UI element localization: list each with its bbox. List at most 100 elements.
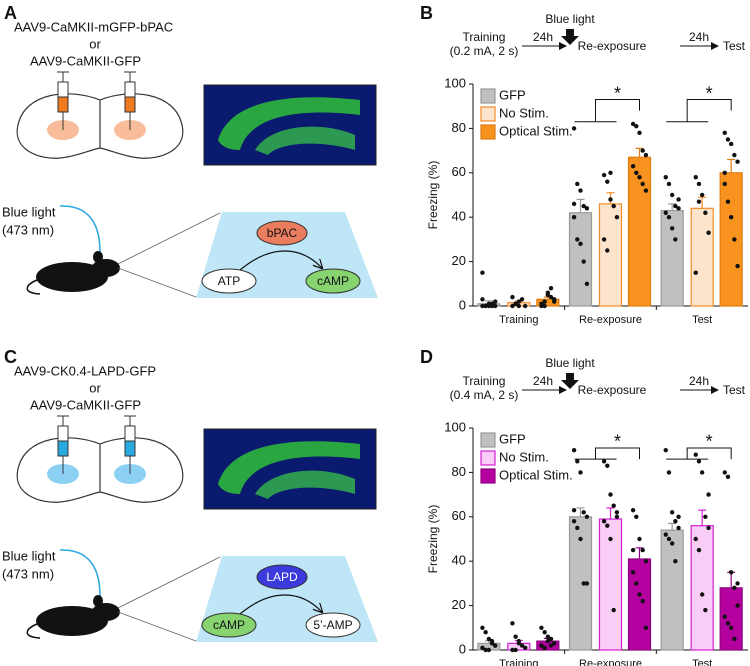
data-point [663, 175, 668, 180]
data-point [516, 638, 522, 644]
y-tick-label: 0 [459, 641, 466, 656]
data-point [489, 638, 495, 644]
data-point [728, 215, 734, 220]
data-point [725, 474, 731, 480]
data-point [725, 137, 731, 142]
data-point [640, 148, 645, 153]
data-point [696, 181, 702, 187]
legend-label: Optical Stim. [499, 467, 573, 482]
legend-swatch [480, 124, 496, 140]
data-point [601, 459, 607, 464]
data-point [480, 303, 485, 309]
hippocampus-signal [218, 441, 360, 494]
brain-outline [16, 93, 184, 159]
interval-label: 24h [533, 30, 553, 44]
data-point [722, 470, 727, 475]
data-point [513, 647, 518, 653]
data-point [548, 643, 554, 648]
substrate-label: ATP [218, 274, 240, 288]
y-tick-label: 100 [444, 419, 466, 434]
data-point [605, 463, 610, 468]
data-point [571, 519, 577, 524]
legend-swatch [480, 88, 496, 104]
data-point [630, 507, 636, 513]
bar [598, 203, 623, 307]
data-point [516, 303, 522, 309]
significance-bracket [574, 99, 640, 123]
data-point [728, 141, 734, 147]
data-point [523, 303, 528, 309]
mouse-head [92, 259, 120, 277]
data-point [480, 297, 485, 302]
data-point [519, 297, 525, 302]
data-point [575, 525, 580, 531]
timeline-label: Test [723, 39, 746, 53]
optic-fiber [59, 549, 101, 597]
data-point [637, 175, 642, 180]
mouse-ear [93, 595, 103, 607]
data-point [634, 123, 639, 129]
interval-label: 24h [533, 374, 553, 388]
data-point [643, 625, 649, 630]
brain-outline [16, 437, 184, 503]
data-point [614, 215, 620, 220]
data-point [722, 130, 727, 136]
data-point [483, 630, 488, 635]
data-point [539, 625, 544, 630]
data-point [732, 636, 737, 642]
bar [719, 172, 743, 307]
data-point [634, 514, 639, 519]
data-point [581, 581, 586, 586]
data-point [666, 470, 672, 475]
interval-label: 24h [689, 30, 709, 44]
y-tick-label: 80 [452, 464, 466, 479]
y-tick-label: 60 [452, 164, 466, 179]
light-label: Blue light [2, 548, 56, 563]
data-point [728, 570, 734, 575]
data-point [732, 152, 737, 158]
timeline-note: (0.2 mA, 2 s) [450, 44, 519, 58]
panel-letter: D [420, 347, 433, 367]
mouse-body [36, 262, 108, 292]
bar [627, 156, 652, 307]
bar [690, 525, 714, 651]
product [305, 268, 361, 294]
data-point [548, 636, 554, 642]
significance-label: * [706, 432, 713, 452]
legend-label: Optical Stim. [499, 123, 573, 138]
data-point [486, 647, 492, 653]
data-point [519, 643, 525, 648]
data-point [630, 570, 636, 575]
significance-bracket [666, 447, 732, 460]
enzyme [256, 220, 308, 246]
data-point [696, 547, 702, 553]
timeline-label: Training [463, 374, 506, 388]
legend-label: GFP [499, 87, 526, 102]
data-point [542, 630, 547, 635]
y-axis-label: Freezing (%) [426, 161, 440, 230]
data-point [578, 241, 583, 247]
panel-letter: B [420, 3, 433, 23]
data-point [480, 270, 485, 275]
legend-swatch [480, 468, 496, 484]
hippocampus-signal [255, 470, 355, 499]
data-point [493, 643, 498, 648]
data-point [480, 645, 485, 650]
legend-label: No Stim. [499, 449, 549, 464]
data-point [611, 203, 616, 209]
data-point [643, 188, 649, 193]
timeline-label: Training [463, 30, 506, 44]
zoom-line [117, 556, 221, 609]
data-point [571, 201, 577, 207]
data-point [584, 206, 590, 211]
data-point [663, 210, 668, 215]
data-point [666, 181, 672, 187]
vector-label: AAV9-CK0.4-LAPD-GFP [14, 363, 156, 378]
data-point [571, 126, 577, 131]
hippocampus-signal [255, 126, 355, 155]
data-point [676, 206, 681, 211]
